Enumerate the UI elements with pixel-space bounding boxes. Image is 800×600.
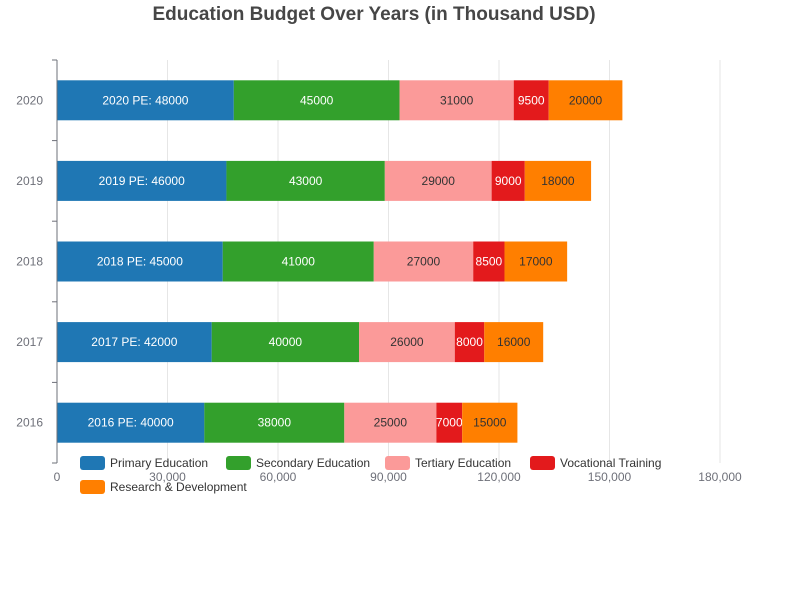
legend-swatch [385,456,410,470]
bar-segment-label: 2017 PE: 42000 [91,335,177,349]
bar-segment-label: 16000 [497,335,531,349]
legend-label: Vocational Training [560,456,661,470]
bar-segment [373,241,474,282]
x-tick-label: 0 [54,470,61,484]
bar-segment [204,402,345,443]
bar-segment-label: 9500 [518,93,545,107]
bar-segment-label: 26000 [390,335,424,349]
bar-segment [226,160,385,201]
bar-segment-label: 7000 [436,416,463,430]
bar-segment [513,80,549,121]
bars: 2016 PE: 40000 38000 25000 7000 15000 2017 PE… [57,80,623,443]
bar-segment [384,160,492,201]
legend-label: Tertiary Education [415,456,511,470]
legend-label: Research & Development [110,480,247,494]
bar-segment [491,160,525,201]
bar-segment-label: 8000 [456,335,483,349]
bar-segment [504,241,568,282]
bar-segment-label: 9000 [495,174,522,188]
bar-segment [484,322,544,363]
bar-segment-label: 20000 [569,93,603,107]
legend-swatch [530,456,555,470]
x-tick-label: 30,000 [149,470,186,484]
bar-segment [57,80,234,121]
bar-segment-label: 2019 PE: 46000 [99,174,185,188]
bar-segment-label: 43000 [289,174,323,188]
bar-segment-label: 31000 [440,93,474,107]
bar-segment-label: 17000 [519,255,553,269]
bar-segment [57,160,227,201]
chart-title: Education Budget Over Years (in Thousand… [152,4,595,25]
bar-segment-label: 18000 [541,174,575,188]
bar-segment [548,80,623,121]
bar-segment [57,241,223,282]
bar-segment [524,160,592,201]
bar-segment [359,322,455,363]
x-tick-label: 120,000 [477,470,521,484]
bar-segment [57,402,205,443]
y-tick-label: 2017 [16,335,43,349]
y-tick-label: 2018 [16,255,43,269]
bar-segment-label: 8500 [476,255,503,269]
bar-segment [344,402,437,443]
bar-segment [462,402,518,443]
bar-segment [473,241,505,282]
y-tick-label: 2019 [16,174,43,188]
bar-segment-label: 2020 PE: 48000 [102,93,188,107]
legend-label: Primary Education [110,456,208,470]
bar-segment-label: 2018 PE: 45000 [97,255,183,269]
bar-segment-label: 27000 [407,255,441,269]
x-tick-label: 90,000 [370,470,407,484]
axes: 0 30,000 60,000 90,000 120,000 150,000 180,000… [16,59,742,484]
bar-segment-label: 45000 [300,93,334,107]
bar-segment [399,80,514,121]
bar-segment-label: 41000 [282,255,316,269]
bar-segment [211,322,360,363]
bar-segment-label: 29000 [422,174,456,188]
x-tick-label: 180,000 [698,470,742,484]
y-tick-label: 2016 [16,416,43,430]
bar-segment-label: 38000 [258,416,292,430]
y-tick-label: 2020 [16,93,43,107]
bar-segment [454,322,485,363]
x-tick-label: 60,000 [260,470,297,484]
legend-label: Secondary Education [256,456,370,470]
legend-swatch [80,456,105,470]
legend-swatch [80,480,105,494]
bar-segment [436,402,463,443]
bar-segment [57,322,212,363]
x-tick-label: 150,000 [588,470,632,484]
legend: Primary Education Secondary Education Tert… [80,456,661,494]
bar-segment-label: 25000 [374,416,408,430]
legend-swatch [226,456,251,470]
bar-segment [222,241,374,282]
bar-segment-label: 40000 [269,335,303,349]
bar-segment [233,80,400,121]
bar-segment-label: 2016 PE: 40000 [88,416,174,430]
bar-segment-label: 15000 [473,416,507,430]
